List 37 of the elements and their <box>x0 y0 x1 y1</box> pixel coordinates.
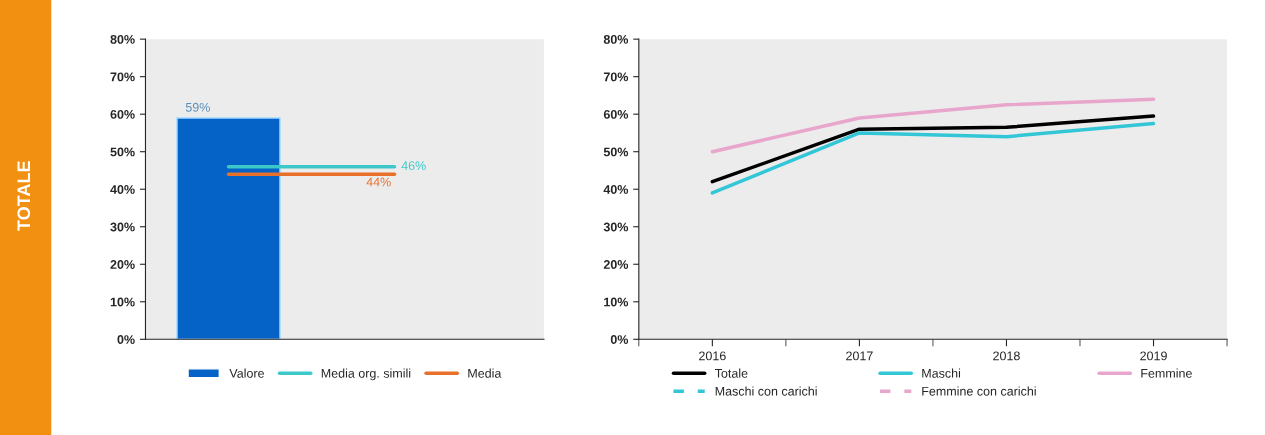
y-tick-label: 80% <box>110 34 135 44</box>
y-tick-label: 60% <box>603 109 629 119</box>
y-tick-label: 20% <box>603 260 629 269</box>
legend-label: Totale <box>714 368 748 378</box>
y-tick-label: 40% <box>110 185 135 194</box>
y-tick-label: 30% <box>110 222 135 232</box>
y-tick-label: 30% <box>603 222 629 232</box>
y-tick-label: 20% <box>110 260 135 269</box>
y-tick-label: 10% <box>604 297 629 307</box>
text: TOTALE <box>17 161 31 231</box>
x-tick-label: 2018 <box>993 351 1020 361</box>
line-series <box>710 97 1156 154</box>
y-tick-label: 70% <box>110 72 135 82</box>
data-label: 59% <box>185 102 210 112</box>
y-tick-label: 70% <box>603 72 629 82</box>
y-tick-label: 10% <box>110 297 135 307</box>
y-tick-label: 0% <box>117 335 135 344</box>
y-tick-label: 0% <box>610 335 629 344</box>
legend-label: Media org. simili <box>321 368 411 381</box>
legend-label: Valore <box>229 368 264 378</box>
x-tick-label: 2019 <box>1140 351 1167 361</box>
y-tick-label: 50% <box>110 147 135 157</box>
legend-label: Femmine con carichi <box>922 386 1036 396</box>
data-label: 44% <box>366 177 391 187</box>
x-tick-label: 2017 <box>846 351 873 361</box>
x-tick-label: 2016 <box>699 351 726 361</box>
legend-label: Maschi con carichi <box>715 386 817 396</box>
y-tick-label: 50% <box>603 147 629 157</box>
line-series <box>710 114 1156 184</box>
y-tick-label: 60% <box>110 109 135 119</box>
legend-label: Media <box>468 368 502 378</box>
legend-label: Maschi <box>922 368 961 378</box>
line-series <box>710 121 1156 195</box>
y-tick-label: 80% <box>603 34 629 44</box>
data-label: 46% <box>401 161 426 171</box>
y-tick-label: 40% <box>603 185 629 194</box>
legend-label: Femmine <box>1141 368 1192 378</box>
